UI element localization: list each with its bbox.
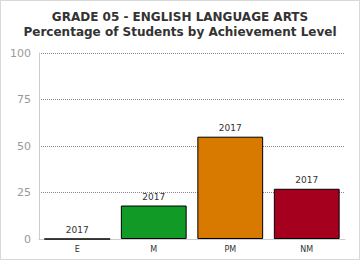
svg-text:2017: 2017 <box>142 192 165 202</box>
svg-text:2017: 2017 <box>295 175 318 185</box>
svg-text:NM: NM <box>300 245 313 254</box>
svg-text:75: 75 <box>17 93 31 106</box>
svg-text:PM: PM <box>224 245 236 254</box>
svg-text:2017: 2017 <box>66 225 89 235</box>
svg-text:0: 0 <box>24 233 31 246</box>
svg-text:E: E <box>75 245 80 254</box>
svg-text:100: 100 <box>10 47 31 60</box>
svg-text:GRADE 05 - ENGLISH LANGUAGE AR: GRADE 05 - ENGLISH LANGUAGE ARTS <box>52 10 308 24</box>
svg-text:M: M <box>150 245 157 254</box>
svg-text:Percentage of Students by Achi: Percentage of Students by Achievement Le… <box>24 25 337 39</box>
svg-text:25: 25 <box>17 186 31 199</box>
svg-text:2017: 2017 <box>219 123 242 133</box>
svg-text:50: 50 <box>17 140 31 153</box>
